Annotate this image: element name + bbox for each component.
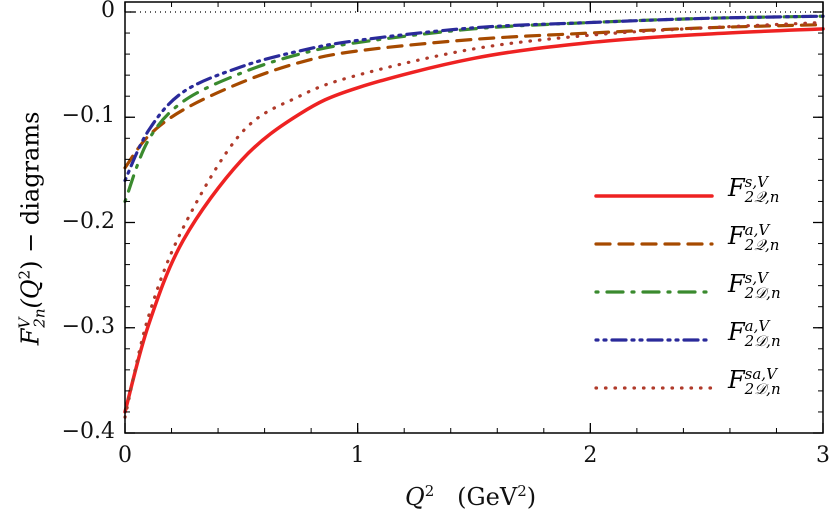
legend-label-sub: 2𝒬,n — [744, 187, 780, 206]
series-line-2 — [123, 14, 825, 204]
y-tick-label: −0.4 — [61, 419, 115, 444]
series-line-4 — [123, 20, 825, 419]
x-tick-label: 0 — [118, 443, 132, 468]
y-tick-label: −0.3 — [61, 313, 115, 339]
legend-label-sub: 2𝒟,n — [744, 331, 781, 350]
y-tick-label: −0.1 — [61, 103, 115, 129]
y-tick-label: 0 — [101, 0, 115, 23]
legend-label-sup: sa,V — [744, 364, 777, 383]
series-line-1 — [123, 23, 825, 170]
legend-label-base: F — [728, 270, 745, 298]
plot-frame — [124, 1, 824, 434]
legend-label-sup: s,V — [744, 172, 768, 191]
legend-label-base: F — [728, 222, 745, 250]
legend-label-sub: 2𝒟,n — [744, 283, 781, 302]
legend-label-sub: 2𝒟,n — [744, 379, 781, 398]
x-tick-label: 2 — [583, 443, 598, 468]
x-tick-label: 1 — [350, 443, 365, 468]
series-line-0 — [123, 27, 825, 414]
legend-label-base: F — [728, 318, 745, 346]
y-axis-label: FV2n(Q2) − diagrams — [15, 111, 49, 346]
legend-label-sub: 2𝒬,n — [744, 235, 780, 254]
legend-label-base: F — [728, 366, 745, 394]
legend-label-sup: a,V — [744, 316, 770, 335]
legend-label-sup: a,V — [744, 220, 770, 239]
series-line-3 — [123, 14, 825, 182]
legend-label-sup: s,V — [744, 268, 768, 287]
y-tick-label: −0.2 — [61, 208, 115, 234]
x-tick-label: 3 — [816, 443, 830, 468]
x-axis-label: Q2 (GeV2) — [405, 482, 537, 511]
legend-label-base: F — [728, 174, 745, 202]
